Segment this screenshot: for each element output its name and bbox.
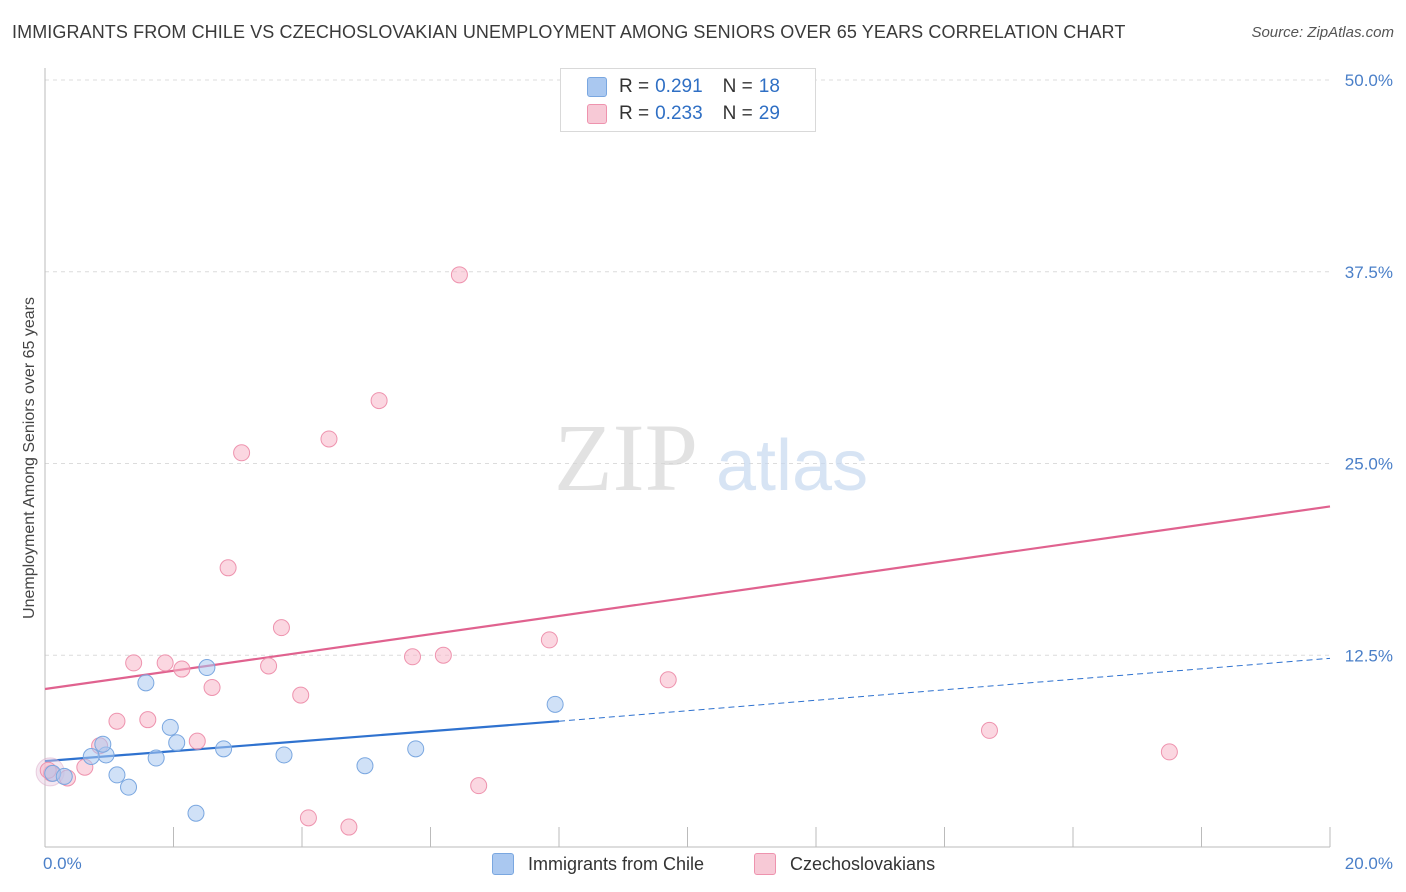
x-tick-label: 0.0% [43, 854, 82, 873]
trend-line-chile [44, 720, 560, 763]
bottom-legend-label-chile: Immigrants from Chile [528, 853, 705, 874]
trend-line-czechoslovakians [44, 505, 1331, 691]
point-chile [147, 749, 165, 767]
legend-swatch-chile [587, 77, 607, 97]
y-tick-label: 12.5% [1345, 646, 1393, 665]
point-chile [215, 740, 233, 758]
y-tick-label: 25.0% [1345, 455, 1393, 474]
y-tick-label: 50.0% [1345, 71, 1393, 90]
legend-row-czech: R = 0.233 N = 29 [587, 102, 780, 126]
point-czechoslovakian [340, 818, 358, 836]
legend-n-label: N = [722, 103, 753, 124]
tick-labels: 12.5% 25.0% 37.5% 50.0% 0.0% 20.0% [43, 71, 1393, 873]
point-czechoslovakian [188, 732, 206, 750]
point-czechoslovakian [434, 646, 452, 664]
legend-r-label: R = [619, 103, 650, 124]
point-chile [356, 757, 374, 775]
point-czechoslovakian [219, 559, 237, 577]
legend-n-value: 29 [758, 103, 780, 124]
point-czechoslovakian [450, 266, 468, 284]
bottom-legend-swatch-chile [492, 853, 514, 875]
trend-lines [44, 505, 1331, 763]
bottom-legend-chile: Immigrants from Chile [492, 852, 704, 876]
bottom-legend-swatch-czech [754, 853, 776, 875]
point-chile [275, 746, 293, 764]
point-chile [198, 659, 216, 677]
point-czechoslovakian [540, 631, 558, 649]
data-points [35, 266, 1178, 836]
bottom-legend-label-czech: Czechoslovakians [790, 853, 936, 874]
point-chile [137, 674, 155, 692]
point-czechoslovakian [299, 809, 317, 827]
x-tick-label: 20.0% [1345, 854, 1393, 873]
source-label: Source: ZipAtlas.com [1251, 24, 1394, 41]
point-chile [82, 747, 100, 765]
point-czechoslovakian [659, 671, 677, 689]
axes [44, 68, 1331, 848]
y-axis-title: Unemployment Among Seniors over 65 years [21, 297, 38, 619]
point-czechoslovakian [203, 678, 221, 696]
point-czechoslovakian [404, 648, 422, 666]
point-chile [94, 735, 112, 753]
legend: R = 0.291 N = 18 R = 0.233 N = 29 [560, 68, 816, 132]
legend-swatch-czech [587, 104, 607, 124]
point-chile [407, 740, 425, 758]
point-czechoslovakian [320, 430, 338, 448]
point-czechoslovakian [108, 712, 126, 730]
watermark-zip: ZIP [554, 404, 698, 511]
legend-n-label: N = [722, 76, 753, 97]
point-czechoslovakian [292, 686, 310, 704]
point-chile [168, 734, 186, 752]
point-chile [55, 767, 73, 785]
point-czechoslovakian [370, 392, 388, 410]
legend-r-value: 0.291 [655, 76, 703, 97]
legend-row-chile: R = 0.291 N = 18 [587, 75, 780, 99]
point-chile [161, 718, 179, 736]
legend-r-label: R = [619, 76, 650, 97]
point-chile [187, 804, 205, 822]
point-czechoslovakian [260, 657, 278, 675]
point-czechoslovakian [470, 777, 488, 795]
point-chile [546, 695, 564, 713]
point-czechoslovakian [272, 619, 290, 637]
trend-line-chile-extension [558, 657, 1331, 722]
chart-title: IMMIGRANTS FROM CHILE VS CZECHOSLOVAKIAN… [12, 22, 1126, 42]
point-czechoslovakian [173, 660, 191, 678]
bottom-legend-czech: Czechoslovakians [754, 852, 935, 876]
gridlines [45, 79, 1330, 656]
point-czechoslovakian [125, 654, 143, 672]
point-czechoslovakian [980, 721, 998, 739]
legend-r-value: 0.233 [655, 103, 703, 124]
point-chile [120, 778, 138, 796]
point-czechoslovakian [156, 654, 174, 672]
point-chile [108, 766, 126, 784]
point-czechoslovakian [233, 444, 251, 462]
point-czechoslovakian [139, 711, 157, 729]
legend-n-value: 18 [758, 76, 780, 97]
watermark-atlas: atlas [716, 426, 868, 506]
point-czechoslovakian [1160, 743, 1178, 761]
y-tick-label: 37.5% [1345, 263, 1393, 282]
